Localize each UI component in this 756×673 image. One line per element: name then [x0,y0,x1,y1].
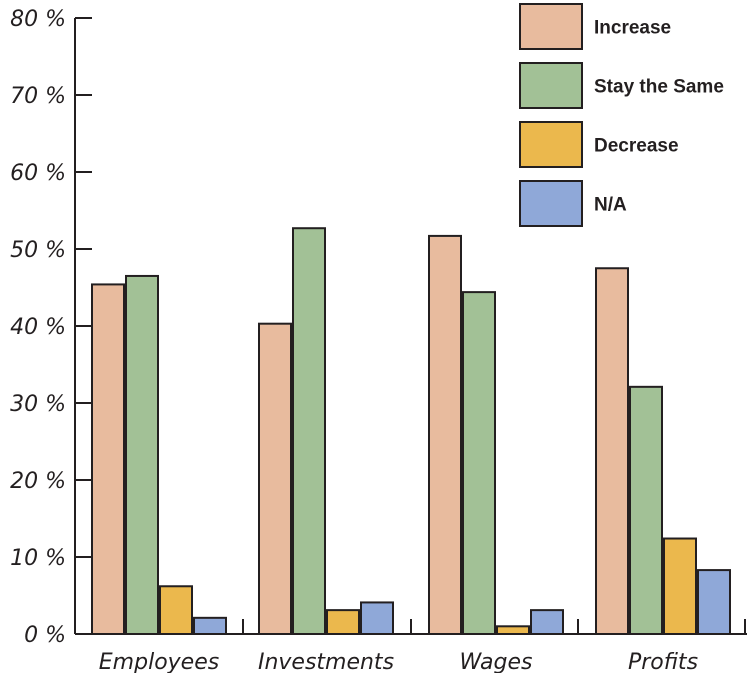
bar-wages-n-a [530,609,564,636]
bar-investments-stay-the-same [292,227,326,636]
bar-profits-n-a [697,569,731,636]
y-axis: 0 % 10 % 20 % 30 % 40 % 50 % 60 % 70 % 80 % [10,7,92,648]
bar-wages-increase [428,234,462,635]
bar-investments-increase [258,322,292,635]
y-tick-label: 80 % [10,7,66,32]
legend-label: N/A [594,195,627,216]
legend: Increase Stay the Same Decrease N/A [519,3,724,227]
bar-employees-increase [91,283,125,635]
bar-profits-increase [595,267,629,635]
y-tick-label: 30 % [10,392,66,417]
y-tick-label: 0 % [24,623,66,648]
legend-swatch [519,3,583,50]
y-tick-label: 10 % [10,546,66,571]
bar-profits-decrease [663,537,697,636]
bar-investments-n-a [360,601,394,635]
bars [91,227,731,636]
y-tick-label: 70 % [10,84,66,109]
x-category-label: Profits [628,650,698,673]
x-category-label: Investments [258,650,394,673]
y-tick-label: 60 % [10,161,66,186]
bar-employees-decrease [159,585,193,636]
legend-label: Stay the Same [594,77,724,98]
legend-swatch [519,121,583,168]
y-tick-label: 20 % [10,469,66,494]
bar-wages-decrease [496,625,530,635]
bar-investments-decrease [326,609,360,636]
x-category-label: Employees [99,650,219,673]
x-category-label: Wages [460,650,533,673]
x-axis: Employees Investments Wages Profits [75,619,747,673]
legend-label: Increase [594,18,671,39]
bar-employees-stay-the-same [125,274,159,635]
bar-profits-stay-the-same [629,385,663,635]
legend-label: Decrease [594,136,679,157]
y-tick-label: 40 % [10,315,66,340]
bar-wages-stay-the-same [462,291,496,635]
y-tick-label: 50 % [10,238,66,263]
bar-employees-n-a [193,616,227,636]
legend-swatch [519,62,583,109]
legend-swatch [519,180,583,227]
